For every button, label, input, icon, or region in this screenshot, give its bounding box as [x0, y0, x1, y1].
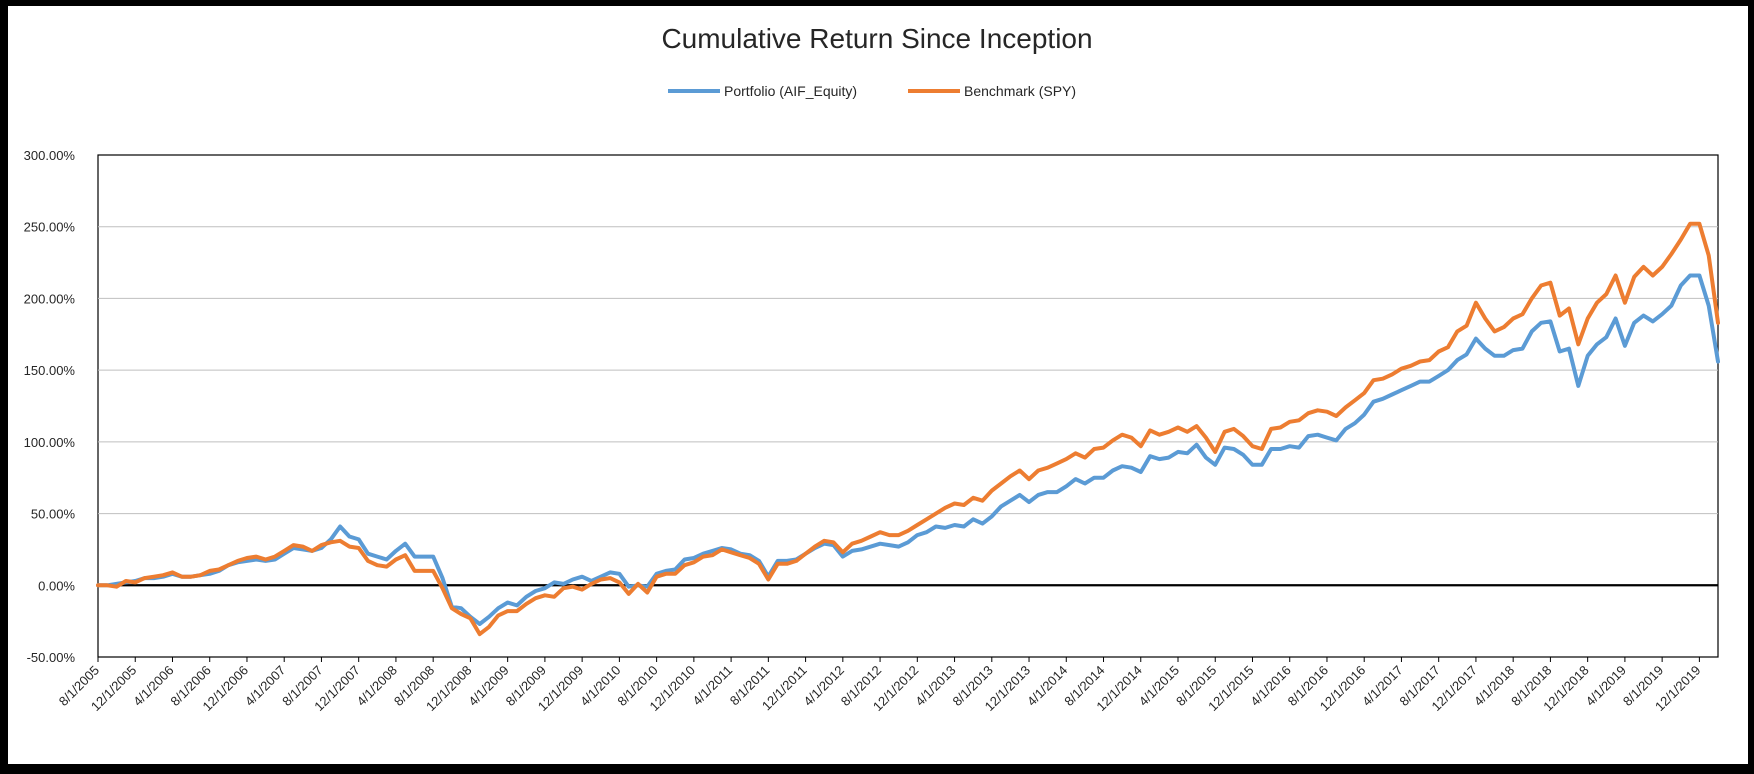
chart-title: Cumulative Return Since Inception	[661, 23, 1092, 54]
plot-area	[97, 154, 1719, 658]
series-line-portfolio	[96, 273, 1720, 626]
legend: Portfolio (AIF_Equity) Benchmark (SPY)	[668, 83, 1076, 99]
y-tick-label: 50.00%	[31, 507, 76, 522]
y-tick-label: 0.00%	[38, 578, 75, 593]
y-tick-label: 300.00%	[24, 148, 76, 163]
y-tick-label: -50.00%	[27, 650, 76, 665]
gridlines	[98, 226, 1718, 587]
legend-label: Portfolio (AIF_Equity)	[724, 83, 857, 99]
y-tick-label: 150.00%	[24, 363, 76, 378]
y-tick-label: 200.00%	[24, 291, 76, 306]
series-layer	[96, 221, 1720, 637]
legend-label: Benchmark (SPY)	[964, 83, 1076, 99]
series-line-benchmark	[96, 221, 1720, 637]
y-tick-label: 100.00%	[24, 435, 76, 450]
y-axis: -50.00% 0.00% 50.00% 100.00% 150.00% 200.00% 2…	[24, 148, 76, 665]
y-tick-label: 250.00%	[24, 220, 76, 235]
